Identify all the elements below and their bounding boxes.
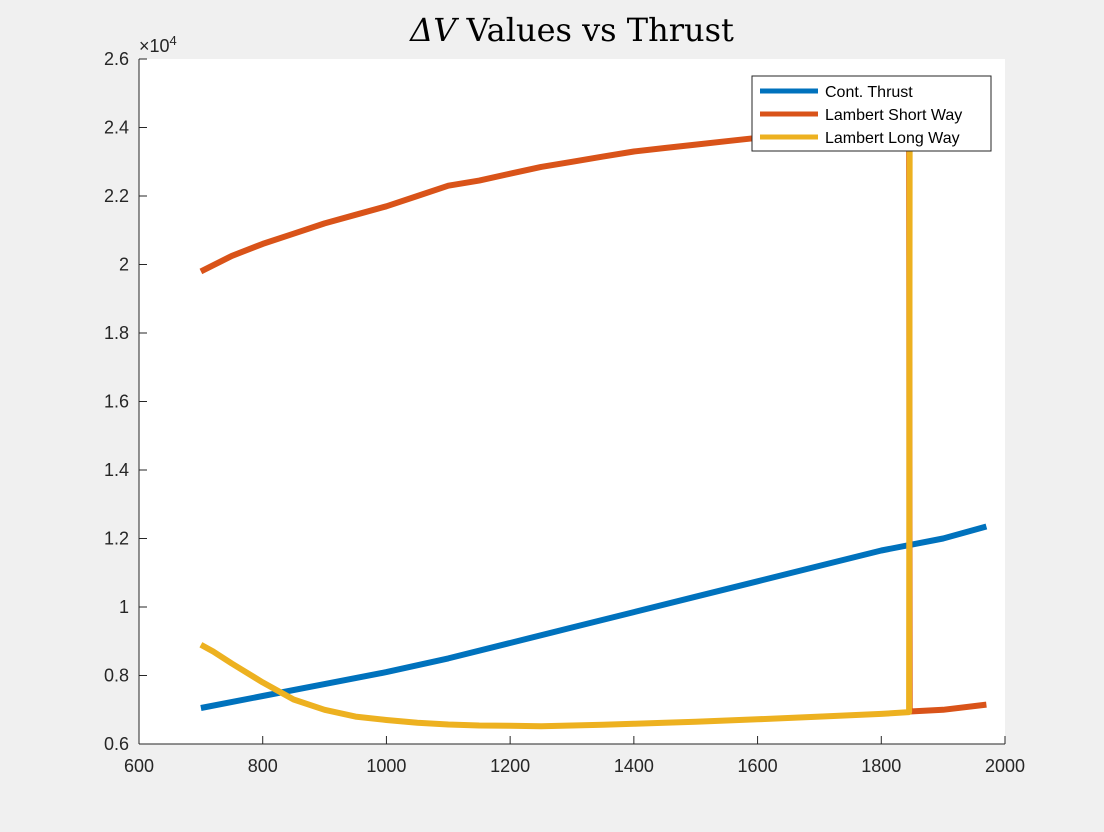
x-tick-label: 2000 xyxy=(985,756,1025,776)
x-tick-label: 1800 xyxy=(861,756,901,776)
x-tick-label: 1200 xyxy=(490,756,530,776)
y-exponent-power: 4 xyxy=(170,33,177,48)
series-line-2 xyxy=(199,79,913,730)
y-tick-label: 2.2 xyxy=(104,186,129,206)
y-tick-label: 2 xyxy=(119,255,129,275)
x-tick-label: 1600 xyxy=(738,756,778,776)
y-tick-label: 2.4 xyxy=(104,118,129,138)
chart-title-rest: Values vs Thrust xyxy=(456,11,734,49)
legend-label-0: Cont. Thrust xyxy=(825,84,913,101)
chart-title-prefix: ΔV xyxy=(408,11,459,49)
legend-label-1: Lambert Short Way xyxy=(825,107,962,124)
x-tick-label: 800 xyxy=(248,756,278,776)
y-axis-ticks: 0.6 0.8 1 1.2 1.4 1.6 1.8 2 2.2 2.4 2.6 xyxy=(104,49,147,754)
x-tick-label: 600 xyxy=(124,756,154,776)
x-tick-label: 1400 xyxy=(614,756,654,776)
x-tick-label: 1000 xyxy=(366,756,406,776)
legend-label-2: Lambert Long Way xyxy=(825,130,960,147)
chart-title: ΔV Values vs Thrust xyxy=(408,11,734,49)
y-tick-label: 1.2 xyxy=(104,529,129,549)
y-exponent-base: ×10 xyxy=(139,36,170,56)
y-tick-label: 1.6 xyxy=(104,392,129,412)
y-tick-label: 2.6 xyxy=(104,49,129,69)
y-tick-label: 1.8 xyxy=(104,323,129,343)
legend: Cont. Thrust Lambert Short Way Lambert Lon… xyxy=(751,75,992,152)
y-tick-label: 1 xyxy=(119,597,129,617)
y-tick-label: 0.6 xyxy=(104,734,129,754)
y-tick-label: 1.4 xyxy=(104,460,129,480)
y-tick-label: 0.8 xyxy=(104,666,129,686)
series-line-0 xyxy=(200,523,988,711)
y-exponent-label: ×104 xyxy=(139,33,177,56)
x-axis-ticks: 600 800 1000 1200 1400 1600 1800 2000 xyxy=(124,736,1025,776)
